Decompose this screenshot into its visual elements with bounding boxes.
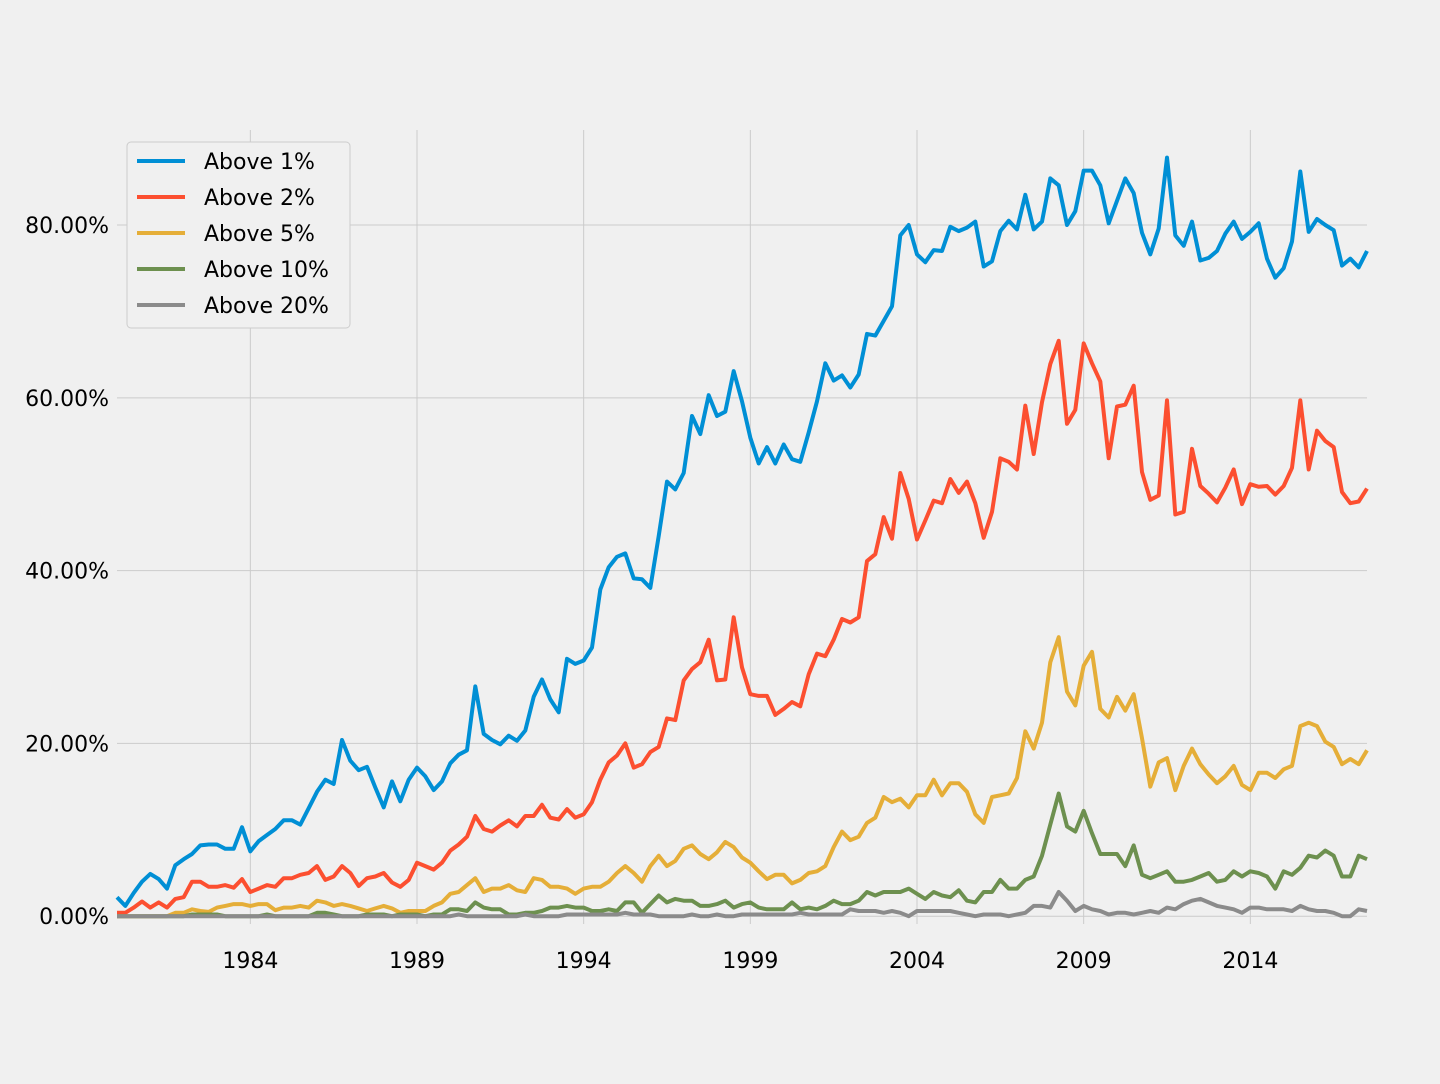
legend-label: Above 2% [204,186,315,211]
series-lines [115,155,1369,919]
x-axis-ticks: 1984 1989 1994 1999 2004 2009 2014 [222,949,1278,974]
y-tick-label: 0.00% [39,905,109,930]
series-line [117,791,1368,919]
x-tick-label: 1994 [556,949,612,974]
series-line [115,155,1369,908]
legend-label: Above 5% [204,222,315,247]
legend-label: Above 20% [204,294,329,319]
x-tick-label: 1999 [722,949,778,974]
y-tick-label: 40.00% [25,560,109,585]
x-tick-label: 2014 [1222,949,1278,974]
x-tick-label: 1984 [222,949,278,974]
y-tick-label: 80.00% [25,214,109,239]
legend-label: Above 1% [204,150,315,175]
x-tick-label: 2009 [1056,949,1112,974]
y-tick-label: 60.00% [25,387,109,412]
series-line [117,338,1369,915]
y-tick-label: 20.00% [25,732,109,757]
y-axis-ticks: 0.00% 20.00% 40.00% 60.00% 80.00% [25,214,109,930]
x-tick-label: 1989 [389,949,445,974]
series-line [117,890,1368,919]
legend-box [126,141,351,329]
x-tick-label: 2004 [889,949,945,974]
legend: Above 1% Above 2% Above 5% Above 10% Above 2… [126,141,351,329]
legend-label: Above 10% [204,258,329,283]
series-line [117,635,1369,919]
